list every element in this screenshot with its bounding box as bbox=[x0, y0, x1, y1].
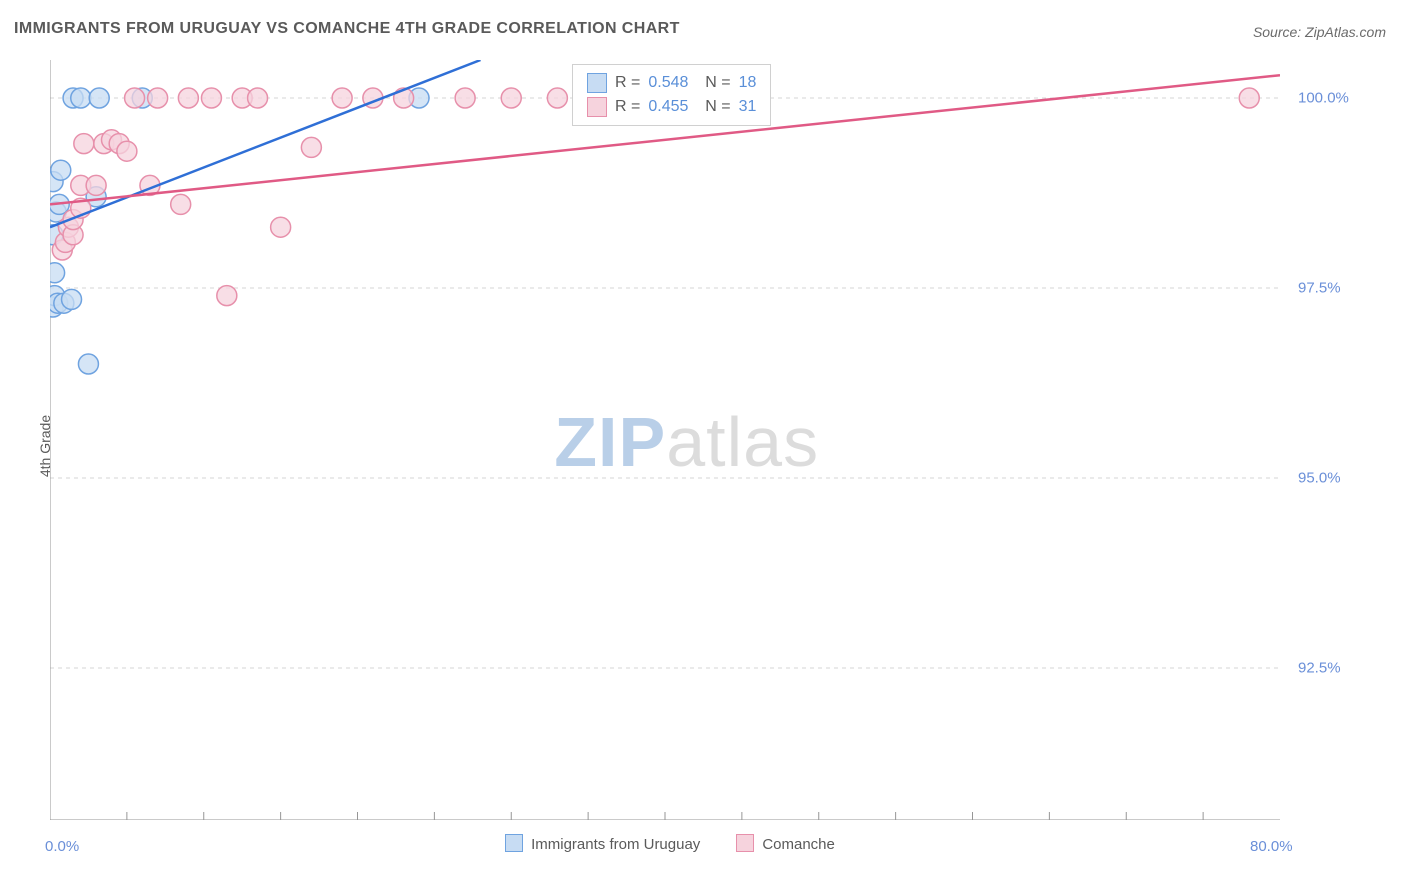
x-tick-label: 0.0% bbox=[45, 838, 79, 855]
correlation-row: R = 0.548 N = 18 bbox=[587, 71, 756, 95]
chart-container: IMMIGRANTS FROM URUGUAY VS COMANCHE 4TH … bbox=[0, 0, 1406, 892]
scatter-plot bbox=[50, 60, 1280, 820]
y-tick-label: 100.0% bbox=[1298, 90, 1349, 107]
correlation-row: R = 0.455 N = 31 bbox=[587, 95, 756, 119]
series-swatch bbox=[587, 73, 607, 93]
n-label: N = bbox=[696, 71, 730, 95]
r-label: R = bbox=[615, 95, 640, 119]
r-value: 0.455 bbox=[648, 95, 688, 119]
legend-swatch bbox=[736, 834, 754, 852]
y-tick-label: 92.5% bbox=[1298, 660, 1341, 677]
legend-item: Immigrants from Uruguay bbox=[505, 834, 700, 853]
source-label: Source: ZipAtlas.com bbox=[1253, 24, 1386, 40]
chart-title: IMMIGRANTS FROM URUGUAY VS COMANCHE 4TH … bbox=[14, 20, 680, 38]
legend: Immigrants from Uruguay Comanche bbox=[505, 834, 835, 853]
y-tick-label: 97.5% bbox=[1298, 280, 1341, 297]
legend-label: Comanche bbox=[762, 836, 835, 853]
r-label: R = bbox=[615, 71, 640, 95]
legend-swatch bbox=[505, 834, 523, 852]
legend-item: Comanche bbox=[736, 834, 835, 853]
n-value: 18 bbox=[739, 71, 757, 95]
correlation-box: R = 0.548 N = 18R = 0.455 N = 31 bbox=[572, 64, 771, 126]
legend-label: Immigrants from Uruguay bbox=[531, 836, 700, 853]
series-swatch bbox=[587, 97, 607, 117]
n-label: N = bbox=[696, 95, 730, 119]
y-tick-label: 95.0% bbox=[1298, 470, 1341, 487]
r-value: 0.548 bbox=[648, 71, 688, 95]
x-tick-label: 80.0% bbox=[1250, 838, 1293, 855]
n-value: 31 bbox=[739, 95, 757, 119]
